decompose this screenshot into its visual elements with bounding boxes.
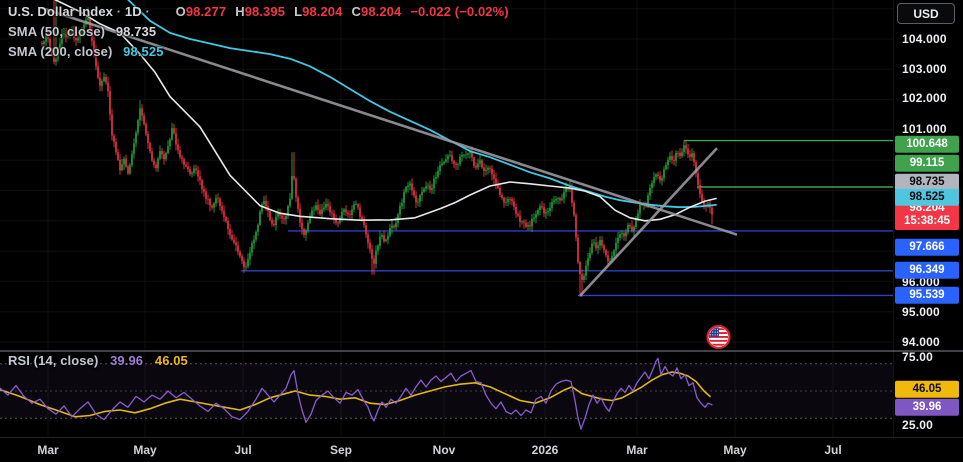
sma200-value: 98.525 — [123, 44, 164, 59]
rsi-ma-value: 46.05 — [154, 353, 188, 368]
price-badge: 39.96 — [895, 398, 959, 416]
open-label: O — [175, 4, 186, 19]
rsi-pane — [0, 357, 893, 430]
us-flag-icon — [706, 324, 731, 350]
time-axis-label: Sep — [329, 443, 353, 457]
time-axis[interactable]: Mar May Jul Sep Nov 2026 Mar May Jul — [0, 437, 963, 462]
price-scale-label: 103.000 — [902, 62, 947, 76]
price-badge: 95.539 — [895, 286, 959, 304]
rsi-label: RSI (14, close) — [8, 353, 99, 368]
low-value: 98.204 — [302, 4, 343, 19]
sma200-legend-row[interactable]: SMA (200, close) 98.525 — [8, 44, 164, 59]
time-axis-label: Jul — [824, 443, 842, 457]
high-value: 98.395 — [244, 4, 286, 19]
legend-separator-2: · — [145, 4, 150, 19]
price-scale-label: 96.000 — [902, 275, 940, 289]
price-badge: 99.115 — [895, 154, 959, 172]
sma50-line[interactable] — [54, 0, 717, 222]
sma50-label: SMA (50, close) — [8, 24, 106, 39]
time-axis-label: Mar — [626, 443, 648, 457]
price-scale-label: 75.00 — [902, 350, 934, 364]
sma50-legend-row[interactable]: SMA (50, close) 98.735 — [8, 24, 156, 39]
symbol-legend-row[interactable]: U.S. Dollar Index · 1D · O98.277 H98.395 L… — [8, 4, 509, 19]
price-badge: 98.525 — [895, 188, 959, 206]
currency-button[interactable]: USD — [897, 3, 955, 24]
price-scale-label: 101.000 — [902, 122, 947, 136]
time-axis-label: Mar — [37, 443, 59, 457]
close-label: C — [351, 4, 361, 19]
price-badge: 100.648 — [895, 135, 959, 153]
close-value: 98.204 — [360, 4, 402, 19]
high-label: H — [235, 4, 245, 19]
sma200-line[interactable] — [127, 0, 717, 209]
price-scale-label: 94.000 — [902, 335, 940, 349]
legend-separator: · — [116, 4, 122, 19]
price-badge: 97.666 — [895, 238, 959, 256]
sma200-label: SMA (200, close) — [8, 44, 113, 59]
change-value: −0.022 (−0.02%) — [410, 4, 509, 19]
price-badge: 96.349 — [895, 261, 959, 279]
timeframe-label: 1D — [124, 4, 142, 19]
price-level-lines[interactable] — [241, 139, 893, 297]
open-value: 98.277 — [185, 4, 227, 19]
price-scale-label: 25.00 — [902, 418, 934, 432]
time-axis-label: May — [133, 443, 157, 457]
time-axis-label: Nov — [432, 443, 456, 457]
price-badge: 46.05 — [895, 380, 959, 398]
symbol-title: U.S. Dollar Index — [8, 4, 114, 19]
sma50-value: 98.735 — [115, 24, 157, 39]
time-axis-label: Jul — [234, 443, 252, 457]
price-scale-label: 95.000 — [902, 305, 940, 319]
low-label: L — [294, 4, 303, 19]
price-scale-label: 102.000 — [902, 91, 947, 105]
ohlc-values: O98.277 H98.395 L98.204 C98.204 −0.022 (−0.0… — [176, 4, 509, 19]
rsi-legend-row[interactable]: RSI (14, close) 39.96 46.05 — [8, 353, 188, 368]
countdown-timer: 15:38:45 — [903, 215, 951, 227]
price-badge: 98.735 — [895, 173, 959, 191]
time-axis-label: May — [723, 443, 747, 457]
price-scale[interactable]: 104.000 103.000 102.000 101.000 96.000 95.000… — [893, 0, 963, 437]
trendlines[interactable] — [41, 6, 738, 297]
rsi-value: 39.96 — [110, 353, 144, 368]
price-scale-label: 104.000 — [902, 32, 947, 46]
time-axis-label: 2026 — [531, 443, 559, 457]
